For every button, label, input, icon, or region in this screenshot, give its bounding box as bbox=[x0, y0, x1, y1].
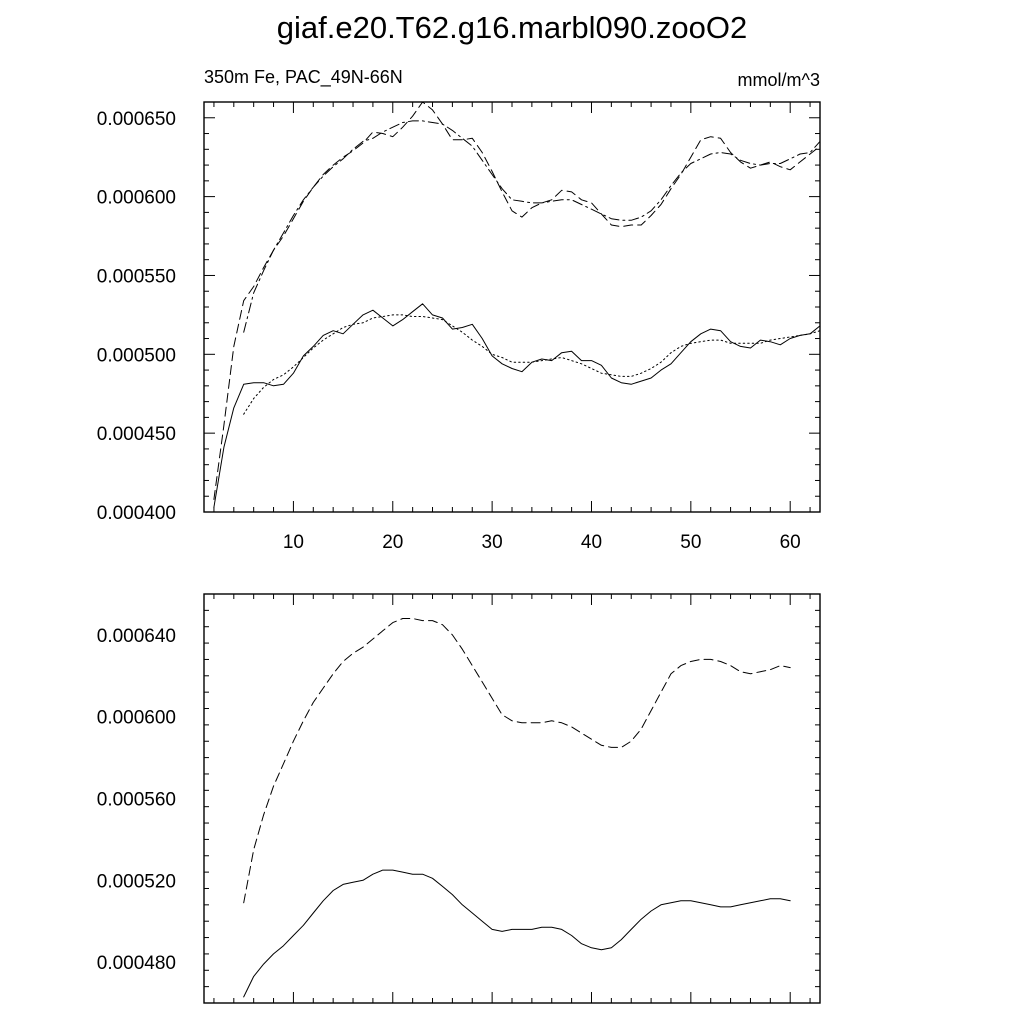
x-tick-label: 30 bbox=[482, 532, 503, 553]
y-tick-label: 0.000560 bbox=[97, 790, 176, 811]
y-tick-label: 0.000480 bbox=[97, 953, 176, 974]
y-tick-label: 0.000600 bbox=[97, 708, 176, 729]
y-tick-label: 0.000600 bbox=[97, 188, 176, 209]
x-tick-label: 20 bbox=[382, 532, 403, 553]
y-tick-label: 0.000520 bbox=[97, 871, 176, 892]
series-line-dashdot bbox=[243, 120, 821, 333]
series-line-dot bbox=[243, 314, 821, 415]
plot-frame bbox=[203, 101, 821, 513]
y-tick-label: 0.000650 bbox=[97, 109, 176, 130]
y-tick-label: 0.000550 bbox=[97, 266, 176, 287]
plot-frame bbox=[203, 593, 821, 1004]
y-tick-label: 0.000450 bbox=[97, 424, 176, 445]
x-tick-label: 10 bbox=[283, 532, 304, 553]
chart-panel-2: 0.000480 0.000520 0.000560 0.000600 0.000640 bbox=[97, 593, 821, 1004]
series-line-dash bbox=[213, 101, 821, 500]
series-line-dash bbox=[243, 618, 791, 904]
x-tick-label: 50 bbox=[680, 532, 701, 553]
x-tick-label: 40 bbox=[581, 532, 602, 553]
units-label: mmol/m^3 bbox=[738, 70, 820, 90]
chart-panel-1: 10 20 30 40 50 60 0.000400 0.000450 0.000500 0.00… bbox=[97, 101, 821, 553]
chart-title: giaf.e20.T62.g16.marbl090.zooO2 bbox=[277, 10, 747, 45]
x-tick-label: 60 bbox=[780, 532, 801, 553]
y-tick-label: 0.000500 bbox=[97, 345, 176, 366]
region-label: 350m Fe, PAC_49N-66N bbox=[204, 67, 403, 88]
series-line-solid bbox=[213, 303, 821, 508]
y-tick-label: 0.000640 bbox=[97, 626, 176, 647]
series-line-solid bbox=[243, 869, 791, 998]
y-tick-label: 0.000400 bbox=[97, 503, 176, 524]
chart-panels: 10 20 30 40 50 60 0.000400 0.000450 0.000500 0.00… bbox=[97, 101, 821, 1004]
